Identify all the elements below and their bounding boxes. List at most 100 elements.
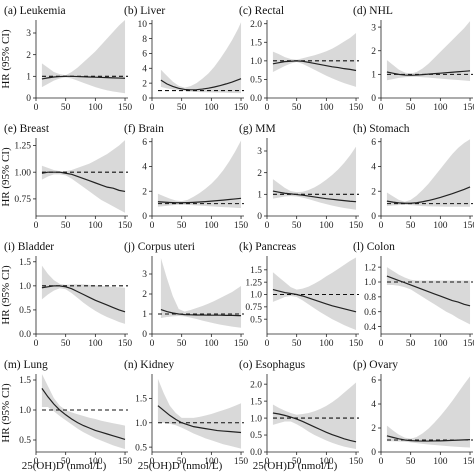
y-tick-label: 0.8 xyxy=(364,293,376,303)
panel-1: 0 1 2 3 0 50 100 150 (a) Leukemia xyxy=(4,5,132,113)
ci-band xyxy=(272,257,357,331)
panel-3: 0.0 0.5 1.0 1.5 2.0 0 50 100 150 (c) Rectal xyxy=(239,5,363,113)
x-tick-label: 50 xyxy=(406,103,416,113)
hr-curve xyxy=(160,309,242,317)
x-tick-label: 50 xyxy=(292,339,302,349)
y-tick-label: 0.75 xyxy=(14,195,31,205)
y-tick-label: 0.5 xyxy=(19,436,31,446)
y-tick-label: 0 xyxy=(371,448,376,458)
y-tick-label: 0 xyxy=(371,212,376,222)
ci-band xyxy=(272,382,357,449)
panel-title: (c) Rectal xyxy=(239,5,284,17)
hr-curve xyxy=(157,405,242,434)
ci-band xyxy=(386,21,471,81)
x-tick-label: 50 xyxy=(292,221,302,231)
x-tick-label: 100 xyxy=(88,457,103,467)
hr-curve xyxy=(157,197,242,204)
x-tick-label: 0 xyxy=(265,103,270,113)
panel-15: 0.0 0.5 1.0 1.5 2.0 0 50 100 150 (o) Esophagus xyxy=(239,359,363,467)
x-tick-label: 0 xyxy=(34,339,39,349)
y-tick-label: 0.5 xyxy=(250,431,262,441)
y-tick-label: 1.5 xyxy=(135,395,147,405)
hr-curve xyxy=(386,435,471,442)
x-tick-label: 150 xyxy=(463,103,474,113)
panel-title: (k) Pancreas xyxy=(239,241,297,253)
panel-4: 0 1 2 3 0 50 100 150 (d) NHL xyxy=(353,5,474,113)
panel-11: 0.5 0.75 1.0 1.25 1.5 0 50 100 150 (k) Pancreas xyxy=(239,241,363,349)
hr-curve xyxy=(41,285,126,313)
x-tick-label: 100 xyxy=(433,457,448,467)
y-tick-label: 10 xyxy=(138,20,148,30)
y-axis-title: HR (95% CI) xyxy=(0,147,12,207)
y-tick-label: 1.25 xyxy=(14,142,31,152)
panel-title: (g) MM xyxy=(239,123,276,135)
panel-title: (m) Lung xyxy=(4,359,48,371)
x-axis-title: 25(OH)D (nmol/L) xyxy=(22,460,107,472)
y-tick-label: 1.5 xyxy=(250,38,262,48)
panel-title: (o) Esophagus xyxy=(239,359,306,371)
x-tick-label: 150 xyxy=(349,103,364,113)
y-tick-label: 1 xyxy=(26,73,31,83)
x-tick-label: 150 xyxy=(463,457,474,467)
y-tick-label: 0 xyxy=(142,94,147,104)
hr-curve xyxy=(386,186,471,204)
y-tick-label: 2 xyxy=(371,47,376,57)
x-tick-label: 50 xyxy=(406,221,416,231)
hr-curve xyxy=(41,171,126,193)
x-tick-label: 50 xyxy=(292,103,302,113)
x-tick-label: 0 xyxy=(379,457,384,467)
y-tick-label: 1.00 xyxy=(14,168,31,178)
x-tick-label: 0 xyxy=(150,103,155,113)
x-tick-label: 100 xyxy=(319,339,334,349)
x-tick-label: 150 xyxy=(118,221,133,231)
y-tick-label: 0.5 xyxy=(19,306,31,316)
hr-curve xyxy=(272,190,357,203)
panel-6: 0 2 4 6 0 50 100 150 (f) Brain xyxy=(124,123,248,231)
ci-band xyxy=(41,20,126,94)
y-tick-label: 3 xyxy=(371,23,376,33)
panel-9: 0.0 0.5 1.0 1.5 0 50 100 150 (i) Bladder xyxy=(4,241,132,349)
x-tick-label: 50 xyxy=(177,339,187,349)
x-tick-label: 150 xyxy=(349,339,364,349)
y-tick-label: 3 xyxy=(257,147,262,157)
y-tick-label: 0.0 xyxy=(250,448,262,458)
y-tick-label: 0.5 xyxy=(135,443,147,453)
y-tick-label: 2 xyxy=(142,79,147,89)
y-tick-label: 2 xyxy=(371,187,376,197)
y-axis-title: HR (95% CI) xyxy=(0,29,12,89)
y-tick-label: 2 xyxy=(257,169,262,179)
y-tick-label: 0.6 xyxy=(364,308,376,318)
ci-band xyxy=(41,140,126,213)
x-tick-label: 100 xyxy=(319,103,334,113)
x-tick-label: 150 xyxy=(234,103,249,113)
y-tick-label: 8 xyxy=(142,35,147,45)
y-tick-label: 1.0 xyxy=(250,291,262,301)
hr-curve xyxy=(386,275,471,307)
panel-title: (h) Stomach xyxy=(353,123,410,135)
y-tick-label: 6 xyxy=(142,50,147,60)
ci-band xyxy=(386,139,471,207)
x-tick-label: 50 xyxy=(61,103,71,113)
panel-title: (f) Brain xyxy=(124,123,164,135)
y-tick-label: 1 xyxy=(257,191,262,201)
y-tick-label: 1.2 xyxy=(364,263,376,273)
y-tick-label: 2 xyxy=(142,187,147,197)
ci-band xyxy=(272,33,357,87)
y-tick-label: 1 xyxy=(371,71,376,81)
y-axis-title: HR (95% CI) xyxy=(0,383,12,443)
x-tick-label: 0 xyxy=(265,457,270,467)
x-tick-label: 50 xyxy=(406,339,416,349)
y-tick-label: 4 xyxy=(142,64,147,74)
y-tick-label: 1.5 xyxy=(250,266,262,276)
panel-12: 0.4 0.6 0.8 1.0 1.2 0 50 100 150 (l) Colon xyxy=(353,241,474,349)
x-tick-label: 150 xyxy=(463,221,474,231)
x-tick-label: 50 xyxy=(177,103,187,113)
panel-14: 0.5 1.0 1.5 0 50 100 150 (n) Kidney xyxy=(124,359,248,467)
y-tick-label: 0.5 xyxy=(250,315,262,325)
x-tick-label: 150 xyxy=(463,339,474,349)
x-tick-label: 0 xyxy=(379,339,384,349)
y-tick-label: 1.25 xyxy=(245,278,262,288)
hr-curve xyxy=(160,78,242,91)
panel-title: (b) Liver xyxy=(124,5,165,17)
x-tick-label: 0 xyxy=(379,103,384,113)
